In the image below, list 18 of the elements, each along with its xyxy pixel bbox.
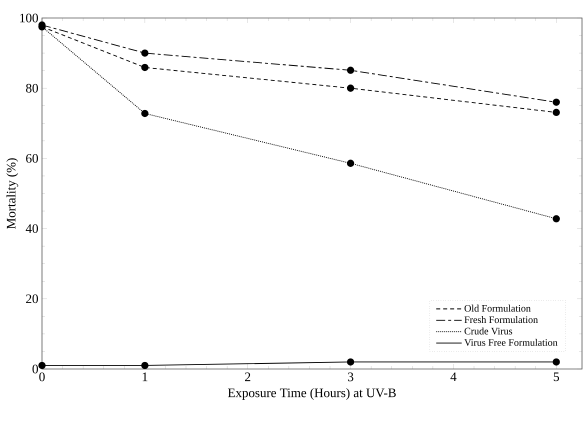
y-tick-label: 0 (32, 364, 38, 374)
y-tick-label: 20 (26, 294, 38, 304)
y-tick-label: 80 (26, 84, 38, 93)
x-tick-label: 4 (450, 372, 456, 382)
legend-label: Old Formulation (464, 304, 531, 312)
x-tick-label: 5 (554, 372, 560, 382)
y-axis-title: Mortality (%) (6, 158, 18, 229)
legend-label: Virus Free Formulation (464, 338, 558, 346)
y-tick-label: 60 (26, 154, 38, 163)
x-tick-label: 1 (142, 372, 148, 382)
y-tick-label: 40 (26, 224, 38, 233)
x-tick-label: 3 (348, 372, 354, 382)
y-tick-label: 100 (20, 14, 38, 22)
x-tick-label: 2 (245, 372, 250, 382)
legend-label: Fresh Formulation (464, 316, 538, 324)
x-tick-label: 0 (39, 372, 45, 382)
x-axis-title: Exposure Time (Hours) at UV-B (228, 388, 396, 400)
legend-label: Crude Virus (464, 327, 512, 335)
